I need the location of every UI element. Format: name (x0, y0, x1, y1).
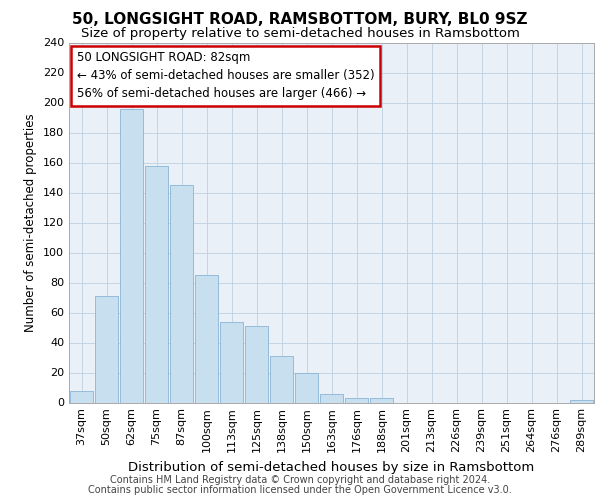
Bar (195, 275, 218, 402)
Bar (320, 394, 343, 402)
Bar (95, 296, 118, 403)
Bar (220, 322, 243, 402)
X-axis label: Distribution of semi-detached houses by size in Ramsbottom: Distribution of semi-detached houses by … (128, 461, 535, 474)
Bar (370, 398, 393, 402)
Bar (270, 356, 293, 403)
Bar (145, 166, 168, 402)
Bar (170, 185, 193, 402)
Text: Contains HM Land Registry data © Crown copyright and database right 2024.: Contains HM Land Registry data © Crown c… (110, 475, 490, 485)
Text: 50, LONGSIGHT ROAD, RAMSBOTTOM, BURY, BL0 9SZ: 50, LONGSIGHT ROAD, RAMSBOTTOM, BURY, BL… (72, 12, 528, 28)
Bar (345, 398, 368, 402)
Bar (570, 400, 593, 402)
Bar (120, 108, 143, 403)
Bar (295, 372, 318, 402)
Text: Size of property relative to semi-detached houses in Ramsbottom: Size of property relative to semi-detach… (80, 28, 520, 40)
Y-axis label: Number of semi-detached properties: Number of semi-detached properties (25, 113, 37, 332)
Bar (245, 326, 268, 402)
Bar (70, 390, 93, 402)
Text: Contains public sector information licensed under the Open Government Licence v3: Contains public sector information licen… (88, 485, 512, 495)
Text: 50 LONGSIGHT ROAD: 82sqm
← 43% of semi-detached houses are smaller (352)
56% of : 50 LONGSIGHT ROAD: 82sqm ← 43% of semi-d… (77, 52, 374, 100)
